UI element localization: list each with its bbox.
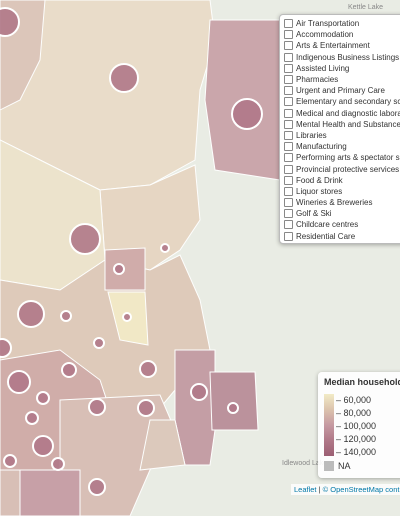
- layer-item[interactable]: Manufacturing: [284, 141, 400, 152]
- layer-label: Libraries: [296, 130, 327, 140]
- checkbox[interactable]: [284, 108, 293, 118]
- layer-label: Wineries & Breweries: [296, 198, 373, 208]
- layer-label: Mental Health and Substance Use: [296, 119, 400, 129]
- layer-control: Air Transportation Accommodation Arts & En…: [279, 14, 400, 244]
- layer-item[interactable]: Wineries & Breweries: [284, 197, 400, 208]
- checkbox[interactable]: [284, 231, 293, 241]
- layer-item[interactable]: Elementary and secondary schoo: [284, 96, 400, 107]
- layer-label: Residential Care: [296, 231, 356, 241]
- legend-tick: – 60,000: [336, 395, 371, 405]
- checkbox[interactable]: [284, 130, 293, 140]
- layer-label: Performing arts & spectator sport: [296, 153, 400, 163]
- layer-item[interactable]: Performing arts & spectator sport: [284, 152, 400, 163]
- layer-item[interactable]: Residential Care: [284, 231, 400, 242]
- layer-item[interactable]: Air Transportation: [284, 18, 400, 29]
- place-label: Idlewood Lake: [282, 460, 328, 467]
- layer-item[interactable]: Provincial protective services: [284, 163, 400, 174]
- layer-label: Elementary and secondary schoo: [296, 97, 400, 107]
- checkbox[interactable]: [284, 164, 293, 174]
- checkbox[interactable]: [284, 30, 293, 40]
- attribution: Leaflet | © OpenStreetMap contribu: [291, 484, 400, 495]
- legend-tick: – 140,000: [336, 447, 376, 457]
- layer-label: Provincial protective services: [296, 164, 400, 174]
- checkbox[interactable]: [284, 153, 293, 163]
- checkbox[interactable]: [284, 220, 293, 230]
- layer-item[interactable]: Medical and diagnostic laborator: [284, 108, 400, 119]
- checkbox[interactable]: [284, 41, 293, 51]
- place-label: Kettle Lake: [348, 4, 384, 11]
- legend-tick: – 80,000: [336, 408, 371, 418]
- layer-label: Pharmacies: [296, 75, 339, 85]
- legend-tick-label: 120,000: [343, 434, 377, 444]
- na-label: NA: [338, 461, 351, 471]
- tick-dash: –: [336, 447, 344, 457]
- layer-item[interactable]: Liquor stores: [284, 186, 400, 197]
- legend-tick: – 120,000: [336, 434, 376, 444]
- layer-item[interactable]: Accommodation: [284, 29, 400, 40]
- na-swatch: [324, 461, 334, 471]
- legend-tick-label: 100,000: [343, 421, 377, 431]
- layer-label: Assisted Living: [296, 63, 350, 73]
- color-ramp: [324, 394, 334, 456]
- checkbox[interactable]: [284, 119, 293, 129]
- legend-tick: – 100,000: [336, 421, 376, 431]
- checkbox[interactable]: [284, 198, 293, 208]
- layer-item[interactable]: Golf & Ski: [284, 208, 400, 219]
- tick-dash: –: [336, 395, 344, 405]
- checkbox[interactable]: [284, 63, 293, 73]
- legend: Median household NA – 60,000– 80,000– 10…: [318, 372, 400, 478]
- layer-item[interactable]: Arts & Entertainment: [284, 40, 400, 51]
- legend-tick-label: 140,000: [343, 447, 377, 457]
- layer-label: Childcare centres: [296, 220, 359, 230]
- layer-label: Indigenous Business Listings: [296, 52, 400, 62]
- layer-label: Arts & Entertainment: [296, 41, 370, 51]
- tick-dash: –: [336, 408, 344, 418]
- leaflet-link[interactable]: Leaflet: [294, 485, 317, 494]
- osm-link[interactable]: © OpenStreetMap contribu: [322, 485, 400, 494]
- layer-item[interactable]: Pharmacies: [284, 74, 400, 85]
- checkbox[interactable]: [284, 75, 293, 85]
- checkbox[interactable]: [284, 186, 293, 196]
- layer-item[interactable]: Assisted Living: [284, 63, 400, 74]
- layer-item[interactable]: Indigenous Business Listings: [284, 52, 400, 63]
- layer-label: Air Transportation: [296, 19, 360, 29]
- layer-label: Accommodation: [296, 30, 354, 40]
- layer-label: Urgent and Primary Care: [296, 86, 385, 96]
- checkbox[interactable]: [284, 97, 293, 107]
- tick-dash: –: [336, 421, 344, 431]
- checkbox[interactable]: [284, 19, 293, 29]
- checkbox[interactable]: [284, 209, 293, 219]
- checkbox[interactable]: [284, 175, 293, 185]
- layer-label: Liquor stores: [296, 186, 343, 196]
- layer-label: Golf & Ski: [296, 209, 332, 219]
- checkbox[interactable]: [284, 86, 293, 96]
- legend-title: Median household: [324, 377, 400, 387]
- layer-item[interactable]: Libraries: [284, 130, 400, 141]
- layer-label: Manufacturing: [296, 142, 347, 152]
- layer-item[interactable]: Urgent and Primary Care: [284, 85, 400, 96]
- checkbox[interactable]: [284, 142, 293, 152]
- layer-item[interactable]: Childcare centres: [284, 219, 400, 230]
- layer-item[interactable]: Mental Health and Substance Use: [284, 119, 400, 130]
- tick-dash: –: [336, 434, 344, 444]
- legend-tick-label: 80,000: [343, 408, 372, 418]
- layer-label: Food & Drink: [296, 175, 343, 185]
- checkbox[interactable]: [284, 52, 293, 62]
- layer-label: Medical and diagnostic laborator: [296, 108, 400, 118]
- layer-item[interactable]: Food & Drink: [284, 175, 400, 186]
- legend-tick-label: 60,000: [343, 395, 372, 405]
